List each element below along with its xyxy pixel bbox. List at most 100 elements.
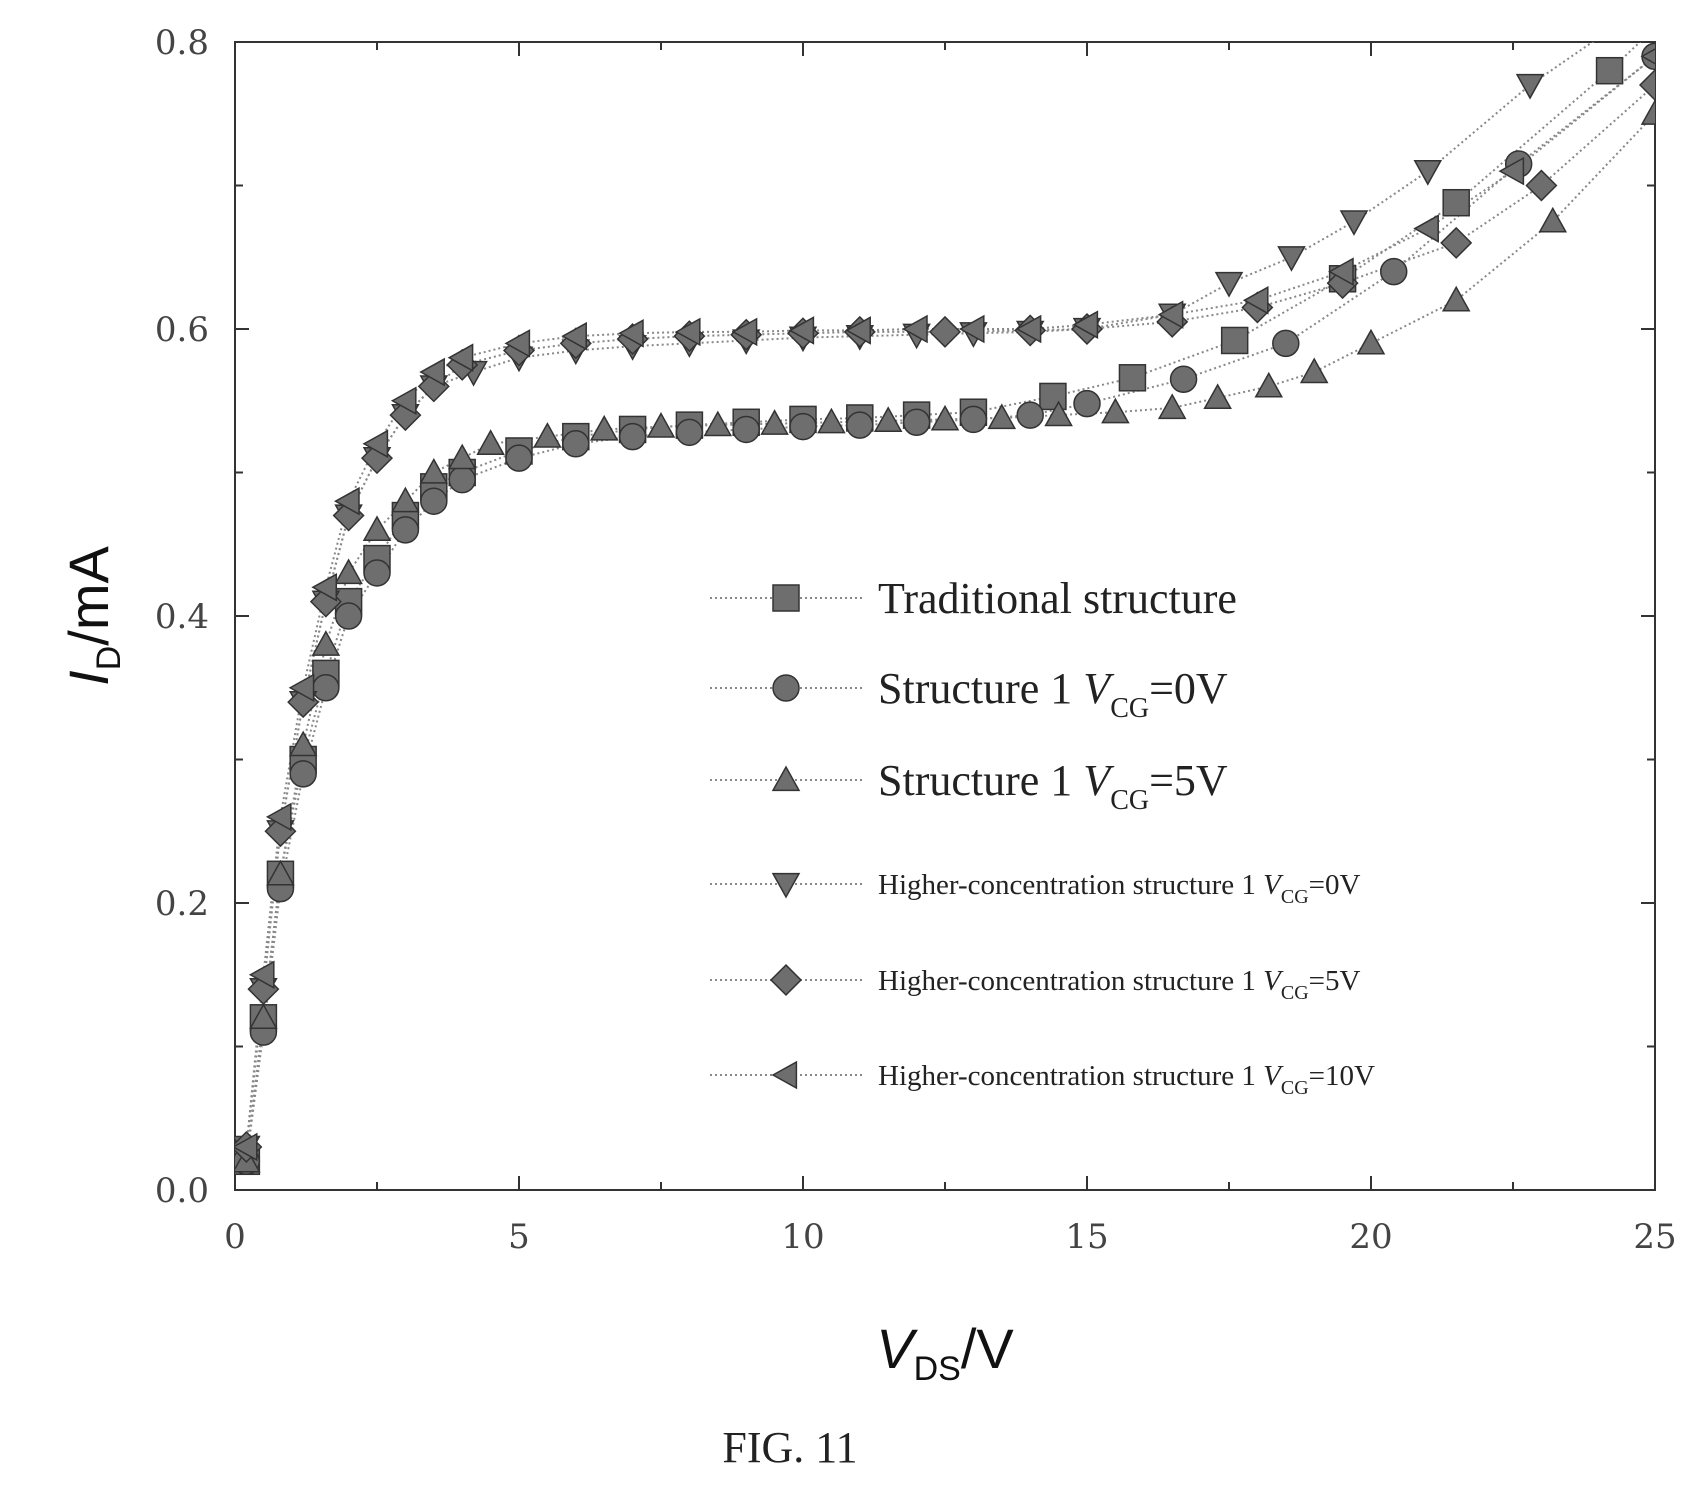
legend-label-sub: CG <box>1110 785 1149 816</box>
data-point-s5-26 <box>1638 69 1655 102</box>
data-point-s2-22 <box>1169 365 1198 393</box>
legend-label-main: Structure 1 <box>878 664 1083 713</box>
data-point-s3-27 <box>1356 328 1386 355</box>
data-point-s3-30 <box>1640 99 1655 125</box>
data-point-s3-26 <box>1299 357 1329 384</box>
data-point-s3-25 <box>1254 371 1284 398</box>
data-point-s2-9 <box>420 487 448 515</box>
data-point-s6-27 <box>1640 48 1655 65</box>
data-point-s6-19 <box>958 314 985 344</box>
legend-label-tail: =5V <box>1149 756 1228 805</box>
data-point-s2-19 <box>959 405 988 434</box>
data-point-s6-15 <box>731 317 758 347</box>
legend-label-var: V <box>1263 1060 1284 1092</box>
legend-label-var: V <box>1263 965 1284 997</box>
data-point-s2-7 <box>363 559 391 587</box>
data-point-s2-15 <box>732 415 760 444</box>
data-point-s6-13 <box>618 319 644 348</box>
x-tick-label: 15 <box>1065 1217 1108 1257</box>
data-point-s3-7 <box>362 515 392 542</box>
data-point-s3-6 <box>334 558 363 585</box>
data-point-s1-26 <box>1642 15 1668 41</box>
y-axis-title-unit: /mA <box>57 546 120 646</box>
data-point-s6-1 <box>235 1132 258 1162</box>
y-tick-label: 0.2 <box>155 884 209 924</box>
y-tick-label: 0.0 <box>155 1171 209 1211</box>
data-point-s3-12 <box>533 422 562 448</box>
legend-label-var: V <box>1083 664 1115 713</box>
data-point-s3-14 <box>646 412 676 438</box>
data-point-s6-14 <box>674 317 701 347</box>
data-point-s5-24 <box>1440 226 1473 259</box>
legend-label-tail: =0V <box>1149 664 1228 713</box>
legend-label-sub: CG <box>1110 693 1149 724</box>
series-line-3 <box>245 113 1655 1162</box>
data-point-s2-6 <box>334 602 363 630</box>
data-point-s3-11 <box>476 429 505 455</box>
legend-label-main: Higher-concentration structure 1 <box>878 869 1263 901</box>
x-axis-title: VDS/V <box>876 1317 1014 1388</box>
data-point-s6-21 <box>1072 310 1099 339</box>
x-axis-title-main: V <box>876 1317 918 1380</box>
figure-caption: FIG. 11 <box>722 1423 857 1472</box>
data-point-s3-13 <box>589 414 619 441</box>
legend-label-1: Traditional structure <box>878 574 1237 623</box>
data-point-s1-20 <box>1039 382 1067 411</box>
legend-marker-3 <box>771 765 801 792</box>
legend-label-main: Higher-concentration structure 1 <box>878 1060 1263 1092</box>
data-point-s6-9 <box>419 357 445 387</box>
data-point-s6-22 <box>1157 300 1184 329</box>
data-point-s3-3 <box>266 859 295 886</box>
x-axis-title-unit: /V <box>961 1317 1015 1380</box>
data-point-s2-18 <box>902 408 931 437</box>
data-point-s1-24 <box>1442 188 1470 217</box>
data-point-s6-7 <box>362 429 389 459</box>
x-tick-label: 20 <box>1349 1217 1392 1257</box>
data-point-s6-2 <box>248 960 275 990</box>
legend-label-var: V <box>1263 869 1284 901</box>
legend-label-var: V <box>1083 756 1115 805</box>
data-point-s6-10 <box>447 343 474 372</box>
data-point-s1-25 <box>1595 56 1624 85</box>
legend-label-2: Structure 1 VCG=0V <box>878 664 1228 724</box>
data-point-s2-23 <box>1272 329 1300 358</box>
data-point-s6-3 <box>265 802 292 832</box>
data-point-s1-21 <box>1118 364 1147 392</box>
data-point-s6-5 <box>311 573 338 602</box>
data-point-s6-26 <box>1498 156 1525 186</box>
legend-label-tail: =5V <box>1309 965 1361 997</box>
data-point-s3-21 <box>1044 400 1073 427</box>
legend-label-4: Higher-concentration structure 1 VCG=0V <box>878 869 1361 908</box>
data-point-s3-2 <box>249 1003 278 1029</box>
legend-marker-1 <box>772 584 800 612</box>
y-axis-title: ID/mA <box>57 546 128 686</box>
legend-marker-2 <box>772 674 800 702</box>
y-tick-label: 0.6 <box>155 310 209 350</box>
data-point-s4-26 <box>1413 160 1443 186</box>
data-point-s6-6 <box>334 486 360 516</box>
data-point-s2-24 <box>1379 257 1408 286</box>
x-tick-label: 5 <box>508 1217 530 1257</box>
data-point-s4-28 <box>1642 0 1668 12</box>
legend-label-sub: CG <box>1281 886 1309 908</box>
data-point-s3-29 <box>1538 206 1568 233</box>
data-point-s2-4 <box>289 760 317 788</box>
data-point-s6-25 <box>1413 214 1439 243</box>
y-axis-tick-labels: 0.0 0.2 0.4 0.6 0.8 <box>155 23 209 1211</box>
x-tick-label: 0 <box>224 1217 246 1257</box>
data-point-s3-20 <box>987 403 1017 430</box>
x-axis-title-sub: DS <box>914 1350 961 1388</box>
data-point-s6-23 <box>1242 286 1269 315</box>
data-point-s3-15 <box>703 410 733 437</box>
data-point-s6-4 <box>288 673 315 703</box>
data-point-s4-25 <box>1339 210 1369 236</box>
data-point-s4-27 <box>1515 73 1545 100</box>
x-axis-tick-labels: 0 5 10 15 20 25 <box>224 1217 1676 1257</box>
data-point-s2-13 <box>618 422 647 451</box>
legend-label-main: Structure 1 <box>878 756 1083 805</box>
legend-marker-4 <box>771 872 801 899</box>
data-point-s6-12 <box>561 321 587 351</box>
x-tick-label: 25 <box>1633 1217 1676 1257</box>
legend-label-main: Higher-concentration structure 1 <box>878 965 1263 997</box>
y-tick-label: 0.8 <box>155 23 209 63</box>
